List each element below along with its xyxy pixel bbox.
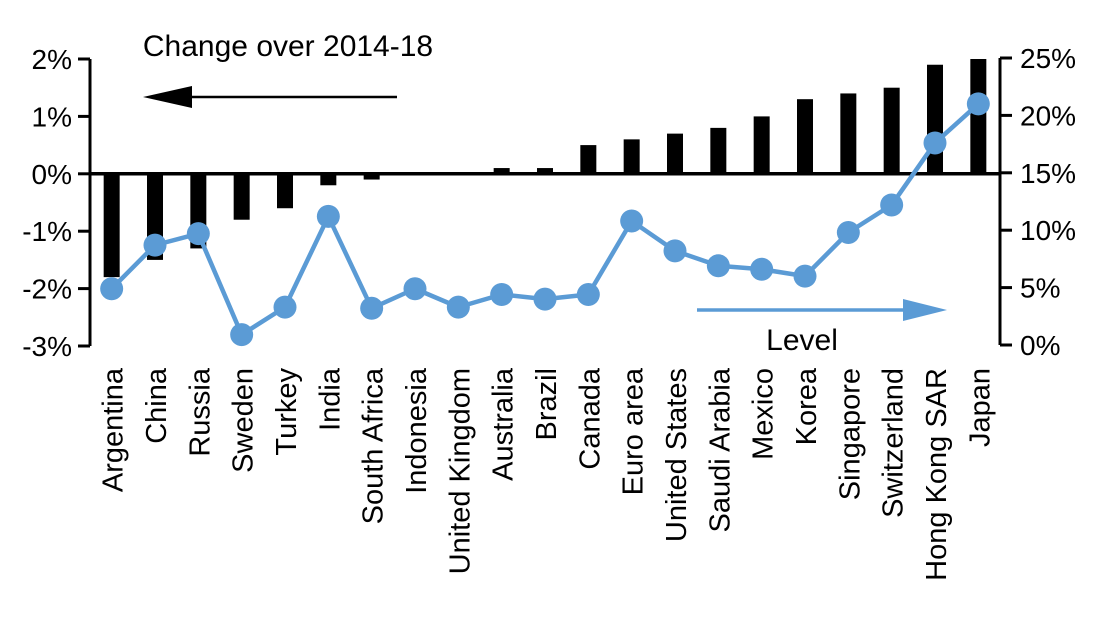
category-label-india: India <box>314 367 346 431</box>
point-australia <box>490 282 514 306</box>
category-label-united-kingdom: United Kingdom <box>444 368 476 574</box>
bar-turkey <box>277 173 293 209</box>
left-axis-tick-label: -3% <box>22 331 72 362</box>
point-euro-area <box>620 209 644 233</box>
bar-australia <box>493 168 510 174</box>
bar-series-group <box>103 59 987 278</box>
bar-mexico <box>753 116 770 174</box>
point-indonesia <box>403 277 427 301</box>
category-label-united-states: United States <box>661 368 693 542</box>
point-russia <box>186 222 210 246</box>
point-united-states <box>663 239 687 263</box>
point-singapore <box>836 220 860 244</box>
category-label-singapore: Singapore <box>834 368 866 500</box>
category-label-sweden: Sweden <box>228 368 260 473</box>
category-label-china: China <box>141 367 173 444</box>
category-label-brazil: Brazil <box>531 368 563 441</box>
category-label-canada: Canada <box>574 367 606 469</box>
point-argentina <box>100 277 124 301</box>
right-axis-tick-label: 15% <box>1020 158 1076 189</box>
left-arrow-icon <box>143 86 397 108</box>
right-arrow-icon <box>697 299 947 321</box>
category-label-hong-kong-sar: Hong Kong SAR <box>921 368 953 581</box>
left-axis-tick-label: -2% <box>22 274 72 305</box>
point-switzerland <box>880 193 904 217</box>
left-axis-tick-label: 2% <box>32 44 72 75</box>
bar-switzerland <box>883 87 900 174</box>
right-axis-tick-label: 10% <box>1020 215 1076 246</box>
bar-korea <box>797 99 813 174</box>
right-axis-tick-label: 0% <box>1020 330 1060 361</box>
bar-united-states <box>667 133 683 174</box>
left-axis-tick-label: 0% <box>32 159 72 190</box>
bar-india <box>320 173 337 186</box>
category-label-indonesia: Indonesia <box>401 367 433 494</box>
bar-euro-area <box>623 139 640 174</box>
point-turkey <box>273 295 297 319</box>
point-korea <box>793 264 817 288</box>
bar-canada <box>580 145 597 174</box>
left-series-title: Change over 2014-18 <box>143 30 433 63</box>
line-series-group <box>100 92 990 347</box>
left-axis-tick-label: -1% <box>22 216 72 247</box>
point-sweden <box>230 323 254 347</box>
point-hong-kong-sar <box>923 131 947 155</box>
right-series-label: Level <box>766 324 838 357</box>
category-label-australia: Australia <box>488 367 520 481</box>
category-label-japan: Japan <box>964 368 996 447</box>
category-label-south-africa: South Africa <box>358 367 390 524</box>
point-canada <box>576 282 600 306</box>
category-label-saudi-arabia: Saudi Arabia <box>704 367 736 532</box>
category-label-turkey: Turkey <box>271 368 303 456</box>
point-india <box>316 204 340 228</box>
left-axis-tick-label: 1% <box>32 101 72 132</box>
category-label-russia: Russia <box>184 367 216 457</box>
bar-sweden <box>233 173 250 220</box>
point-united-kingdom <box>446 295 470 319</box>
bar-argentina <box>103 173 120 278</box>
bar-hong-kong-sar <box>927 64 943 174</box>
category-label-korea: Korea <box>791 367 823 445</box>
point-mexico <box>750 257 774 281</box>
right-axis-tick-label: 25% <box>1020 43 1076 74</box>
category-axis-labels-group: Argentina China Russia Sweden Turkey India Sou… <box>98 367 997 581</box>
point-south-africa <box>360 296 384 320</box>
point-china <box>143 233 167 257</box>
point-saudi-arabia <box>706 254 730 278</box>
right-axis-tick-label: 5% <box>1020 273 1060 304</box>
bar-south-africa <box>363 173 380 180</box>
category-label-mexico: Mexico <box>748 368 780 460</box>
category-label-euro-area: Euro area <box>618 367 650 495</box>
category-label-argentina: Argentina <box>98 367 130 492</box>
bar-japan <box>970 59 987 174</box>
point-japan <box>966 92 990 116</box>
right-axis-tick-label: 20% <box>1020 100 1076 131</box>
bar-brazil <box>537 168 553 174</box>
bar-saudi-arabia <box>710 127 727 174</box>
bar-singapore <box>840 93 857 174</box>
point-brazil <box>533 287 557 311</box>
category-label-switzerland: Switzerland <box>878 368 910 518</box>
